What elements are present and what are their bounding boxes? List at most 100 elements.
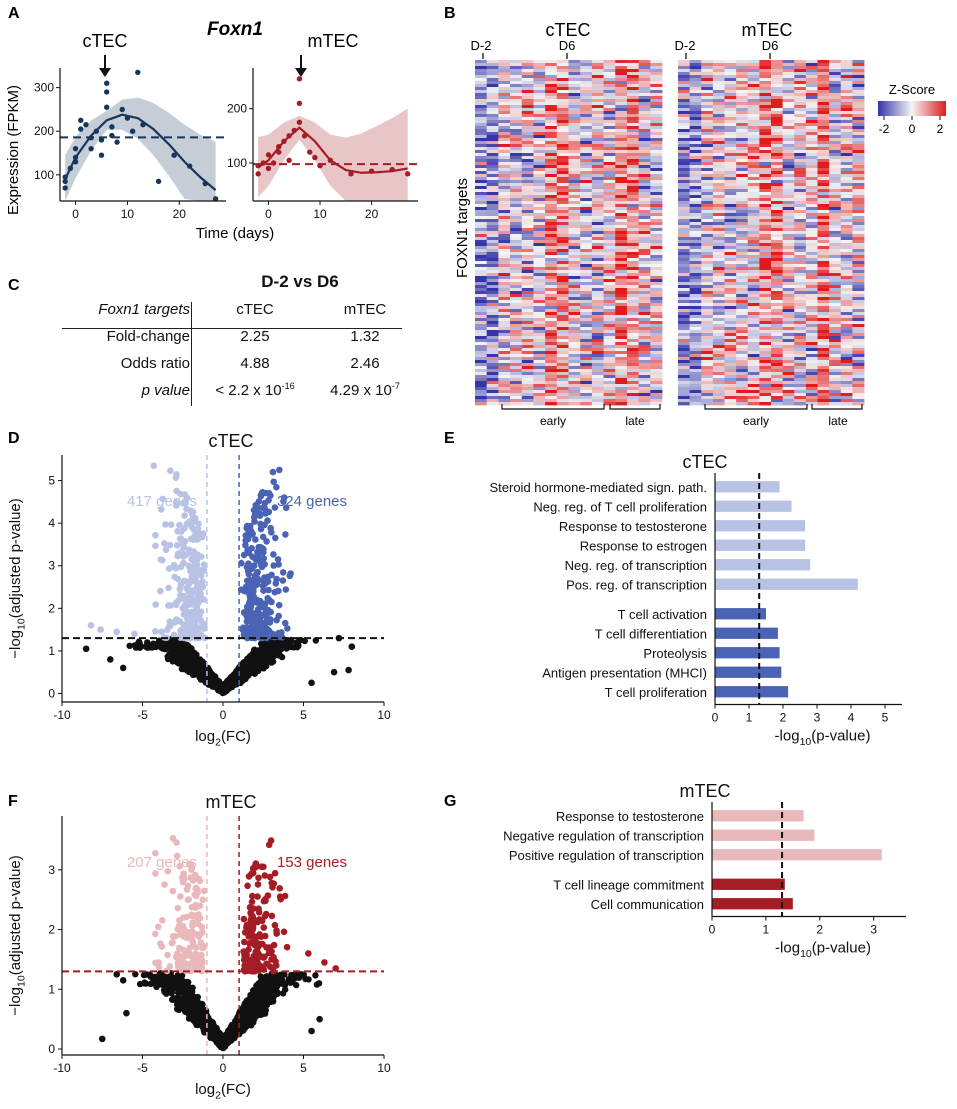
- heatmap-cell: [521, 375, 534, 379]
- heatmap-cell: [591, 282, 604, 286]
- heatmap-cell: [545, 156, 558, 160]
- heatmap-cell: [475, 357, 488, 361]
- heatmap-cell: [521, 132, 534, 136]
- heatmap-cell: [486, 207, 499, 211]
- heatmap-cell: [829, 216, 842, 220]
- heatmap-cell: [689, 147, 702, 151]
- heatmap-cell: [817, 249, 830, 253]
- heatmap-cell: [591, 153, 604, 157]
- heatmap-cell: [603, 165, 616, 169]
- heatmap-cell: [591, 129, 604, 133]
- heatmap-cell: [771, 228, 784, 232]
- heatmap-cell: [486, 75, 499, 79]
- heatmap-cell: [650, 246, 663, 250]
- heatmap-cell: [568, 156, 581, 160]
- heatmap-cell: [759, 75, 772, 79]
- heatmap-cell: [782, 222, 795, 226]
- heatmap-cell: [759, 237, 772, 241]
- heatmap-cell: [638, 318, 651, 322]
- heatmap-cell: [701, 351, 714, 355]
- heatmap-cell: [486, 276, 499, 280]
- heatmap-cell: [603, 393, 616, 397]
- heatmap-cell: [568, 246, 581, 250]
- heatmap-cell: [747, 366, 760, 370]
- heatmap-cell: [759, 102, 772, 106]
- heatmap-cell: [852, 228, 865, 232]
- heatmap-cell: [771, 210, 784, 214]
- heatmap-cell: [603, 84, 616, 88]
- data-point: [62, 185, 68, 191]
- heatmap-cell: [510, 186, 523, 190]
- heatmap-cell: [486, 270, 499, 274]
- heatmap-cell: [650, 225, 663, 229]
- heatmap-cell: [568, 243, 581, 247]
- heatmap-cell: [556, 354, 569, 358]
- data-point: [404, 171, 411, 177]
- heatmap-cell: [568, 75, 581, 79]
- heatmap-cell: [498, 210, 511, 214]
- heatmap-cell: [498, 105, 511, 109]
- heatmap-cell: [615, 294, 628, 298]
- heatmap-cell: [603, 180, 616, 184]
- heatmap-cell: [852, 231, 865, 235]
- heatmap-cell: [568, 135, 581, 139]
- heatmap-cell: [771, 249, 784, 253]
- heatmap-cell: [475, 255, 488, 259]
- heatmap-cell: [475, 396, 488, 400]
- heatmap-cell: [736, 75, 749, 79]
- heatmap-cell: [736, 108, 749, 112]
- heatmap-cell: [771, 273, 784, 277]
- heatmap-cell: [840, 228, 853, 232]
- heatmap-cell: [498, 135, 511, 139]
- heatmap-cell: [615, 117, 628, 121]
- heatmap-cell: [626, 384, 640, 388]
- heatmap-cell: [805, 186, 818, 190]
- heatmap-cell: [747, 294, 760, 298]
- heatmap-cell: [568, 171, 581, 175]
- heatmap-cell: [829, 171, 842, 175]
- heatmap-cell: [591, 132, 604, 136]
- heatmap-cell: [510, 381, 523, 385]
- heatmap-cell: [603, 381, 616, 385]
- b-early-late-brackets: [501, 404, 863, 410]
- heatmap-cell: [771, 360, 784, 364]
- heatmap-cell: [638, 387, 651, 391]
- heatmap-cell: [638, 60, 651, 64]
- heatmap-cell: [545, 129, 558, 133]
- heatmap-cell: [817, 357, 830, 361]
- heatmap-cell: [852, 255, 865, 259]
- heatmap-cell: [603, 378, 616, 382]
- heatmap-cell: [603, 363, 616, 367]
- heatmap-cell: [724, 144, 737, 148]
- heatmap-cell: [747, 252, 760, 256]
- heatmap-cell: [615, 111, 628, 115]
- heatmap-cell: [615, 186, 628, 190]
- heatmap-cell: [580, 78, 593, 82]
- heatmap-cell: [782, 243, 795, 247]
- heatmap-cell: [510, 285, 523, 289]
- heatmap-cell: [724, 87, 737, 91]
- heatmap-cell: [678, 297, 691, 301]
- heatmap-cell: [510, 174, 523, 178]
- heatmap-cell: [603, 384, 616, 388]
- heatmap-cell: [829, 384, 842, 388]
- heatmap-cell: [580, 255, 593, 259]
- heatmap-cell: [556, 267, 569, 271]
- heatmap-cell: [782, 372, 795, 376]
- heatmap-cell: [736, 111, 749, 115]
- heatmap-cell: [840, 69, 853, 73]
- heatmap-cell: [724, 207, 737, 211]
- heatmap-cell: [580, 192, 593, 196]
- heatmap-cell: [545, 183, 558, 187]
- heatmap-cell: [840, 300, 853, 304]
- heatmap-cell: [724, 231, 737, 235]
- heatmap-cell: [603, 192, 616, 196]
- heatmap-cell: [701, 309, 714, 313]
- heatmap-cell: [689, 354, 702, 358]
- heatmap-cell: [724, 174, 737, 178]
- heatmap-cell: [650, 105, 663, 109]
- heatmap-cell: [638, 303, 651, 307]
- heatmap-cell: [736, 252, 749, 256]
- heatmap-cell: [556, 156, 569, 160]
- heatmap-cell: [498, 144, 511, 148]
